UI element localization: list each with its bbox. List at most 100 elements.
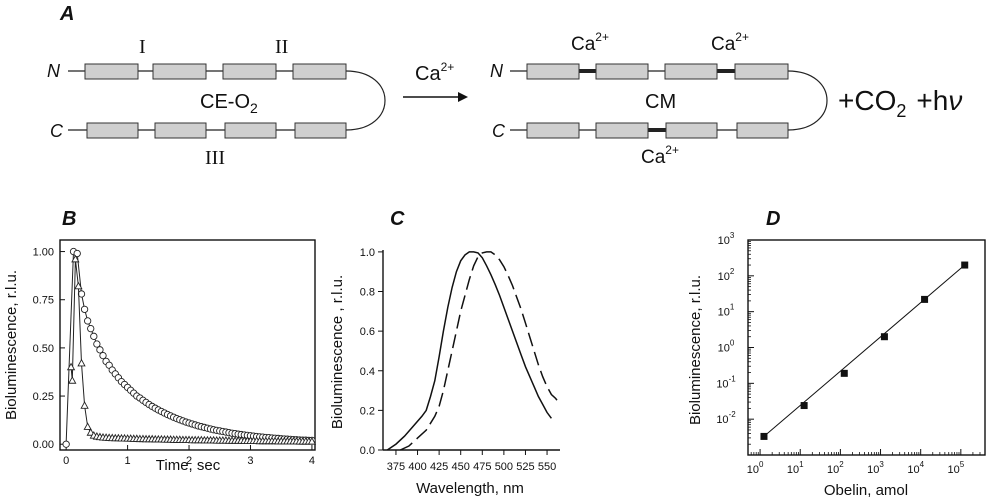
data-point-triangle — [307, 436, 317, 445]
helix-box — [736, 122, 789, 139]
products-label: +CO2 +hν — [838, 85, 962, 121]
y-axis-title: Bioluminescence, r.l.u. — [687, 275, 704, 425]
y-tick-label: 1.0 — [360, 247, 375, 259]
y-tick-label: 0.25 — [33, 391, 54, 403]
y-tick-label: 101 — [718, 303, 735, 319]
complex-label-ce-o2: CE-O2 — [200, 91, 258, 116]
data-point-square — [840, 369, 848, 377]
x-tick-label: 102 — [827, 460, 844, 476]
data-marks — [386, 251, 561, 451]
y-tick-label: 1.00 — [33, 247, 54, 259]
complex-label-cm: CM — [645, 91, 676, 113]
y-tick-label: 0.0 — [360, 445, 375, 457]
data-point-circle — [90, 332, 98, 340]
x-tick-label: 4 — [309, 455, 315, 467]
data-point-triangle — [71, 254, 80, 263]
hairpin-loop — [345, 70, 386, 131]
n-terminus-label-right: N — [490, 61, 504, 81]
helix-box — [294, 122, 347, 139]
hairpin-loop — [787, 70, 828, 131]
data-point-circle — [73, 249, 81, 258]
x-tick-label: 0 — [63, 455, 69, 467]
helix-box — [734, 63, 789, 80]
data-point-square — [921, 295, 929, 303]
y-tick-label: 0.2 — [360, 405, 375, 417]
x-tick-label: 105 — [947, 460, 964, 476]
helix-box — [526, 63, 580, 80]
x-tick-label: 450 — [452, 461, 470, 473]
fit-line — [763, 264, 966, 437]
x-tick-label: 1 — [125, 455, 131, 467]
plot-frame — [59, 239, 316, 451]
data-marks — [760, 261, 969, 440]
reaction-arrow — [403, 92, 468, 102]
helix-box — [84, 63, 139, 80]
helix-box — [664, 63, 718, 80]
data-point-triangle — [83, 422, 92, 430]
y-tick-label: 0.50 — [33, 343, 54, 355]
y-tick-label: 10-2 — [716, 410, 736, 426]
data-point-triangle — [66, 362, 76, 371]
data-point-circle — [99, 351, 107, 360]
y-tick-label: 103 — [718, 231, 735, 247]
panel-d: D 100 101 102 103 104 105 10-2 10-1 100 101 102 103… — [687, 208, 986, 499]
data-point-square — [760, 432, 768, 440]
helix-box — [152, 63, 207, 80]
data-point-triangle — [80, 401, 89, 409]
data-point-circle — [80, 305, 89, 314]
y-axis-title: Bioluminescence , r.l.u. — [329, 275, 346, 429]
x-tick-label: 425 — [430, 461, 448, 473]
y-tick-label: 0.4 — [360, 366, 375, 378]
x-tick-label: 550 — [538, 461, 556, 473]
helix-box — [595, 63, 649, 80]
data-point-circle — [96, 346, 104, 354]
site-label-iii: III — [205, 147, 225, 169]
helix-box — [154, 122, 207, 139]
data-point-circle — [93, 340, 101, 348]
y-tick-label: 10-1 — [716, 374, 736, 390]
x-tick-label: 400 — [408, 461, 426, 473]
helix-box — [292, 63, 347, 80]
data-point-triangle — [77, 358, 86, 367]
calcium-label-1: Ca2+ — [571, 30, 609, 55]
axes: 100 101 102 103 104 105 10-2 10-1 100 101 102 103 — [716, 231, 986, 476]
x-tick-label: 2 — [186, 455, 192, 467]
y-tick-label: 0.75 — [33, 295, 54, 307]
x-tick-label: 104 — [907, 460, 924, 476]
y-tick-label: 0.8 — [360, 287, 375, 299]
x-tick-label: 103 — [867, 460, 884, 476]
plot-frame — [747, 239, 986, 456]
arrow-label-calcium: Ca2+ — [415, 60, 454, 85]
x-axis-title: Wavelength, nm — [416, 480, 524, 497]
panel-letter-a: A — [59, 3, 74, 25]
y-tick-label: 0.6 — [360, 326, 375, 338]
helix-box — [86, 122, 139, 139]
x-axis-title: Time, sec — [156, 457, 221, 474]
y-tick-label: 0.00 — [33, 439, 54, 451]
x-tick-label: 500 — [495, 461, 513, 473]
panel-letter-d: D — [766, 208, 780, 230]
data-point-circle — [62, 440, 70, 448]
data-point-triangle — [68, 376, 77, 384]
data-point-circle — [87, 324, 95, 333]
x-tick-label: 525 — [516, 461, 534, 473]
x-tick-label: 3 — [247, 455, 253, 467]
panel-a: A N C I II III CE-O2 — [47, 3, 962, 169]
x-tick-label: 100 — [747, 460, 764, 476]
c-terminus-label-right: C — [492, 121, 506, 141]
x-tick-label: 375 — [387, 461, 405, 473]
spectrum-line-dashed — [399, 251, 561, 451]
panel-letter-c: C — [390, 208, 405, 230]
data-point-circle — [84, 317, 92, 325]
calcium-label-3: Ca2+ — [641, 143, 679, 168]
data-point-triangle — [74, 281, 83, 290]
helix-box — [595, 122, 649, 139]
c-terminus-label: C — [50, 121, 64, 141]
series-line-triangle — [70, 259, 312, 442]
x-tick-label: 475 — [473, 461, 491, 473]
calcium-label-2: Ca2+ — [711, 30, 749, 55]
x-tick-label: 101 — [787, 460, 804, 476]
helix-box — [224, 122, 277, 139]
site-label-i: I — [139, 36, 146, 58]
